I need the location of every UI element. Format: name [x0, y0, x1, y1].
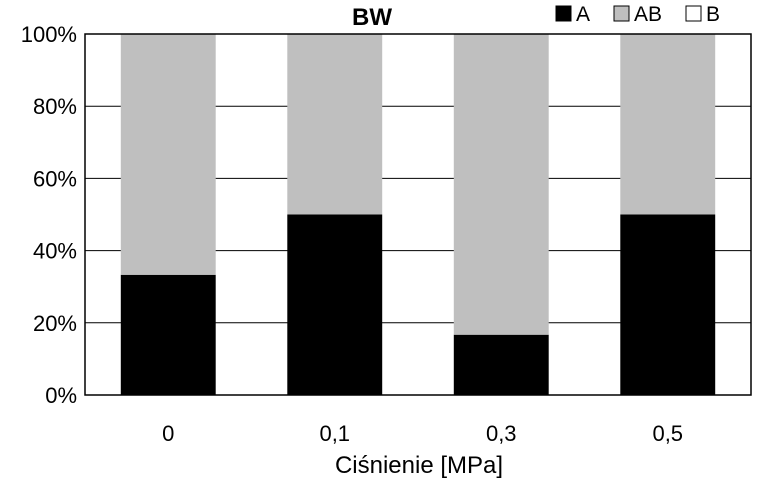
plot-frame [84, 33, 752, 396]
legend-swatch [685, 5, 702, 22]
x-axis-label: Ciśnienie [MPa] [335, 452, 503, 479]
bar-segment-ab [620, 34, 716, 215]
bar-segment-a [453, 334, 549, 395]
legend-item-ab: AB [613, 3, 662, 26]
legend-label: A [576, 3, 590, 26]
x-tick-label: 0,1 [319, 421, 350, 446]
y-tick-label: 60% [33, 166, 77, 191]
bar-segment-a [620, 214, 716, 395]
x-tick-label: 0,5 [652, 421, 683, 446]
legend-swatch [555, 5, 572, 22]
bar-segment-a [120, 274, 216, 395]
x-tick-label: 0 [162, 421, 174, 446]
legend-item-a: A [555, 3, 590, 26]
y-tick-label: 40% [33, 239, 77, 264]
y-tick-label: 100% [21, 22, 77, 47]
bar-segment-ab [120, 34, 216, 275]
legend-label: AB [634, 3, 662, 26]
legend-label: B [706, 3, 720, 26]
y-axis-ticks: 0% 20% 40% 60% 80% 100% [21, 22, 77, 408]
y-tick-label: 20% [33, 311, 77, 336]
x-axis-ticks: 0 0,1 0,3 0,5 [162, 421, 683, 446]
legend: A AB B [555, 3, 720, 26]
bar-segment-ab [453, 34, 549, 335]
y-tick-label: 0% [45, 383, 77, 408]
chart-title: BW [352, 4, 392, 31]
y-tick-label: 80% [33, 94, 77, 119]
bar-segment-a [287, 214, 383, 395]
bars [120, 34, 716, 395]
legend-item-b: B [685, 3, 720, 26]
bar-segment-ab [287, 34, 383, 215]
x-tick-label: 0,3 [486, 421, 517, 446]
legend-swatch [613, 5, 630, 22]
